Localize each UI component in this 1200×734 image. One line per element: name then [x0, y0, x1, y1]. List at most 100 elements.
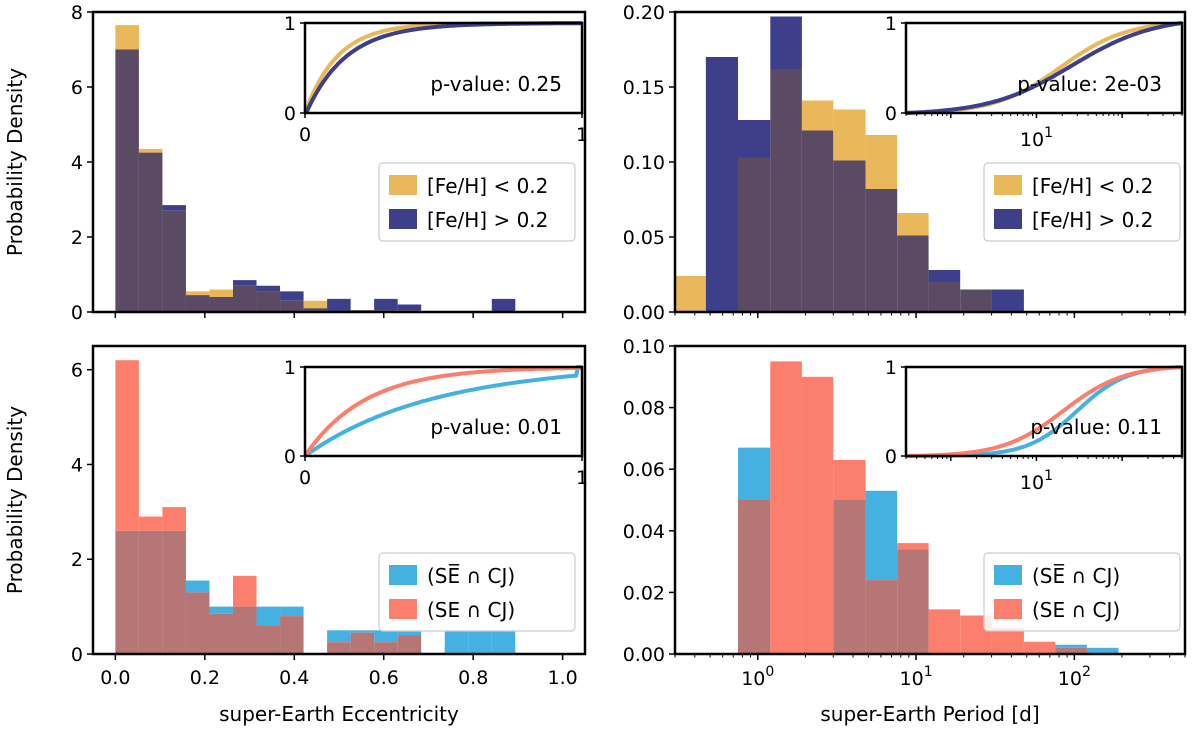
bar-series-b [232, 575, 257, 607]
bar-overlap [770, 69, 802, 312]
p-value-label: p-value: 0.01 [430, 415, 562, 439]
x-tick-label: 1.0 [548, 667, 578, 689]
bar-series-a [115, 25, 139, 50]
legend-label: (SE ∩ CJ) [1032, 598, 1120, 622]
legend-label: (SE ∩ CJ) [427, 598, 515, 622]
legend-swatch [994, 599, 1022, 619]
bar-series-b [737, 120, 771, 158]
bar-series-a [1055, 644, 1087, 648]
bars-group [737, 361, 1119, 654]
bar-series-a [675, 276, 706, 312]
legend-swatch [389, 599, 417, 619]
bar-series-a [280, 606, 304, 617]
inset-background [305, 23, 582, 113]
y-tick-label: 4 [71, 152, 83, 174]
panel-bottom-left: 0 2 4 6 0.0 0.2 0.4 0.6 0.8 1.0 Probability Densit… [3, 344, 588, 726]
bar-series-a [444, 630, 469, 654]
bar-overlap [185, 592, 210, 654]
y-tick-label: 0.00 [623, 644, 665, 666]
inset-x-tick-label: 101 [1020, 125, 1053, 151]
bar-series-a [350, 630, 375, 633]
inset-y-tick-label: 1 [885, 13, 897, 35]
bar-series-a [397, 630, 422, 636]
bar-series-b [280, 291, 304, 301]
cdf-curve-series-b [303, 365, 582, 458]
inset-y-tick-label: 1 [284, 13, 296, 35]
bar-overlap [280, 300, 304, 312]
bar-series-b [991, 289, 1024, 312]
bar-overlap [162, 530, 186, 654]
bar-series-a [327, 630, 351, 643]
inset-frame [904, 21, 1184, 115]
bar-series-a [374, 630, 398, 643]
legend-swatch [994, 175, 1022, 195]
bar-series-a [865, 490, 898, 581]
bar-overlap [833, 500, 866, 654]
bar-series-b [256, 285, 281, 292]
x-axis-label: super-Earth Eccentricity [219, 702, 459, 726]
bar-overlap [209, 297, 233, 312]
bar-overlap [374, 642, 398, 654]
y-tick-label: 4 [71, 454, 83, 476]
bar-overlap [185, 295, 210, 312]
y-tick-label: 8 [71, 2, 83, 24]
bar-overlap [897, 549, 929, 654]
bar-series-a [209, 606, 233, 614]
x-tick-label: 101 [900, 664, 933, 690]
x-tick-label: 0.8 [458, 667, 488, 689]
inset: 0 1 0 1 p-value: 0.01 [284, 357, 588, 489]
bar-series-a [801, 100, 834, 131]
bar-overlap [303, 308, 328, 312]
legend-box [983, 162, 1181, 242]
bar-series-b [991, 627, 1024, 654]
bars-group [115, 25, 516, 312]
bar-overlap [960, 289, 992, 312]
axes-frame [673, 344, 1187, 656]
bar-overlap [138, 530, 163, 654]
inset-frame [303, 365, 584, 458]
bar-series-a [865, 135, 898, 189]
inset-y-tick-label: 0 [284, 446, 296, 468]
y-tick-label: 0.15 [623, 77, 665, 99]
bar-overlap [162, 210, 186, 312]
y-tick-label: 0.02 [623, 582, 665, 604]
legend-label: [Fe/H] > 0.2 [1032, 208, 1153, 232]
legend-swatch [389, 209, 417, 229]
legend-swatch [994, 209, 1022, 229]
bar-series-b [397, 304, 422, 311]
inset-background [906, 367, 1182, 456]
bar-series-a [468, 630, 492, 654]
y-tick-label: 0.08 [623, 398, 665, 420]
bar-series-a [209, 289, 233, 297]
legend-swatch [389, 175, 417, 195]
legend-box [378, 552, 576, 632]
y-tick-label: 6 [71, 77, 83, 99]
x-tick-label: 0.6 [369, 667, 399, 689]
inset-y-tick-label: 0 [885, 446, 897, 468]
inset-x-tick-label: 0 [299, 467, 311, 489]
legend-label: [Fe/H] < 0.2 [427, 174, 548, 198]
bar-series-b [897, 543, 929, 550]
bar-series-b [374, 298, 398, 311]
bar-overlap [280, 616, 304, 654]
bar-series-b [705, 57, 738, 312]
inset: 0 1 0 1 p-value: 0.25 [284, 13, 588, 146]
y-tick-label: 2 [71, 549, 83, 571]
bar-overlap [209, 613, 233, 654]
inset-y-tick-label: 1 [284, 357, 296, 379]
x-tick-label: 102 [1058, 664, 1091, 690]
bar-series-b [801, 376, 834, 654]
legend-label: (SE̅ ∩ CJ) [1032, 563, 1120, 588]
inset-y-tick-label: 0 [885, 103, 897, 125]
bar-overlap [801, 130, 834, 312]
y-axis-label: Probability Density [3, 406, 27, 594]
bar-series-b [928, 609, 961, 654]
y-tick-label: 0 [71, 644, 83, 666]
legend-swatch [994, 565, 1022, 585]
bar-series-a [185, 291, 210, 296]
bar-overlap [833, 160, 866, 312]
bar-overlap [256, 291, 281, 312]
inset-x-tick-label: 0 [299, 124, 311, 146]
p-value-label: p-value: 2e-03 [1017, 72, 1162, 96]
y-tick-label: 0.10 [623, 152, 665, 174]
